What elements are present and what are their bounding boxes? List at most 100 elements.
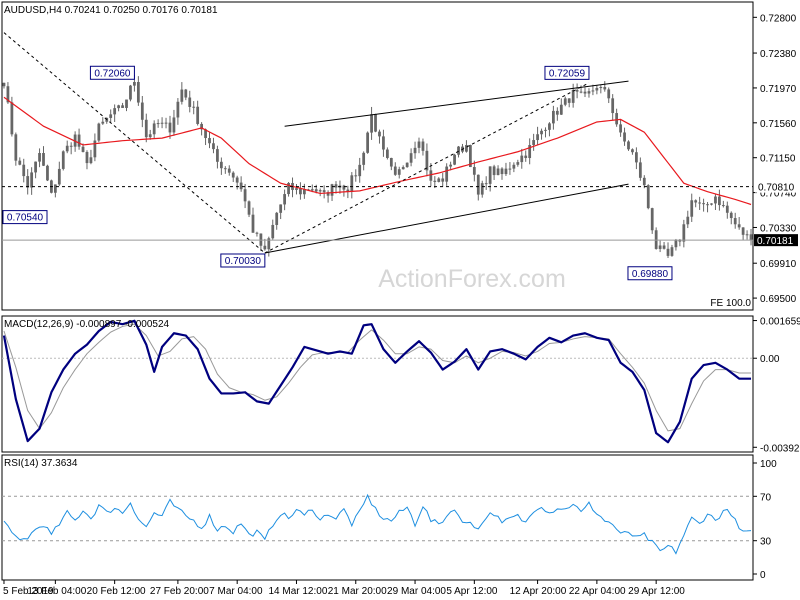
current-price-label: 0.70181 [757,236,794,247]
candle-body [247,201,251,215]
candle-body [144,119,148,138]
candle-body [599,87,603,89]
candle-body [623,132,626,142]
candle-body [571,89,575,103]
candle-body [453,154,456,165]
pivot-label-box [2,210,48,225]
ohlc-low: 0.70176 [142,5,179,16]
candle-body [650,208,654,231]
candle-body [469,145,472,168]
candle-body [417,141,421,148]
candle-body [737,224,741,228]
candle-body [441,178,445,182]
candle-body [53,184,57,193]
candle-body [168,122,172,133]
candle-body [109,114,113,118]
candle-body [646,185,650,209]
candle-body [642,177,646,186]
macd-ytick-label: 0.00 [760,354,780,365]
candle-body [176,101,180,118]
pivot-label-box [89,65,135,80]
pivot-label: 0.72060 [94,68,131,79]
candle-body [686,216,690,225]
candle-body [516,162,520,165]
candle-body [488,166,492,184]
candle-body [208,138,211,144]
candle-body [528,145,532,159]
candle-body [346,189,350,192]
candle-body [579,91,583,93]
candle-body [484,183,488,185]
watermark: ActionForex.com [378,265,566,293]
candle-body [457,146,460,155]
candle-body [180,89,184,102]
candle-body [401,167,405,170]
candle-body [192,106,196,108]
candle-body [342,185,346,190]
candle-body [714,196,717,204]
candle-body [216,149,219,162]
candle-body [255,232,259,234]
candle-body [26,176,30,188]
candle-body [465,145,468,152]
candle-body [129,85,132,100]
candle-body [698,202,702,204]
candle-body [678,240,682,242]
candle-body [552,110,555,124]
candle-body [310,189,314,191]
candle-body [611,98,615,114]
candle-body [472,167,476,175]
candle-body [615,113,619,125]
candle-body [702,203,705,205]
candle-body [227,168,231,173]
candle-body [567,98,571,103]
candle-body [725,205,729,213]
candle-body [587,91,591,94]
candle-body [133,81,136,86]
candle-body [93,140,97,158]
main-chart-title: AUDUSD,H4 0.70241 0.70250 0.70176 0.7018… [4,5,218,16]
candle-body [619,124,622,133]
candle-body [69,145,73,147]
candle-body [520,155,524,163]
candle-body [405,162,409,168]
candle-body [429,170,433,181]
x-tick-label: 22 Apr 04:00 [569,586,626,597]
candle-body [89,157,93,164]
candle-body [283,194,286,205]
candle-body [548,123,551,130]
candle-body [575,89,579,92]
candle-body [46,165,49,181]
candle-body [690,200,694,217]
candle-body [243,189,247,202]
candle-body [540,130,543,135]
pivot-label: 0.69880 [632,269,669,280]
pivot-label: 0.72059 [549,68,586,79]
candle-body [235,177,239,183]
candle-body [219,161,223,169]
candle-body [160,122,164,124]
x-tick-label: 21 Mar 20:00 [328,586,387,597]
candle-body [263,245,267,250]
x-tick-label: 29 Mar 04:00 [387,586,446,597]
candle-body [532,140,536,146]
candle-body [437,178,441,182]
candle-body [378,131,381,137]
candle-body [314,189,318,192]
candle-body [6,86,10,103]
dashed-trendline [3,32,266,254]
candle-body [425,150,429,171]
ohlc-high: 0.70250 [103,5,140,16]
candle-body [97,123,101,141]
candle-body [267,238,271,250]
candle-body [212,143,215,150]
candle-body [362,152,366,165]
candle-body [449,164,453,167]
candle-body [504,168,508,175]
candle-body [30,172,34,188]
candle-body [295,188,298,190]
candle-body [433,180,437,182]
candle-body [694,200,698,203]
channel-trendline [284,80,629,127]
pivot-label-box [220,253,266,268]
